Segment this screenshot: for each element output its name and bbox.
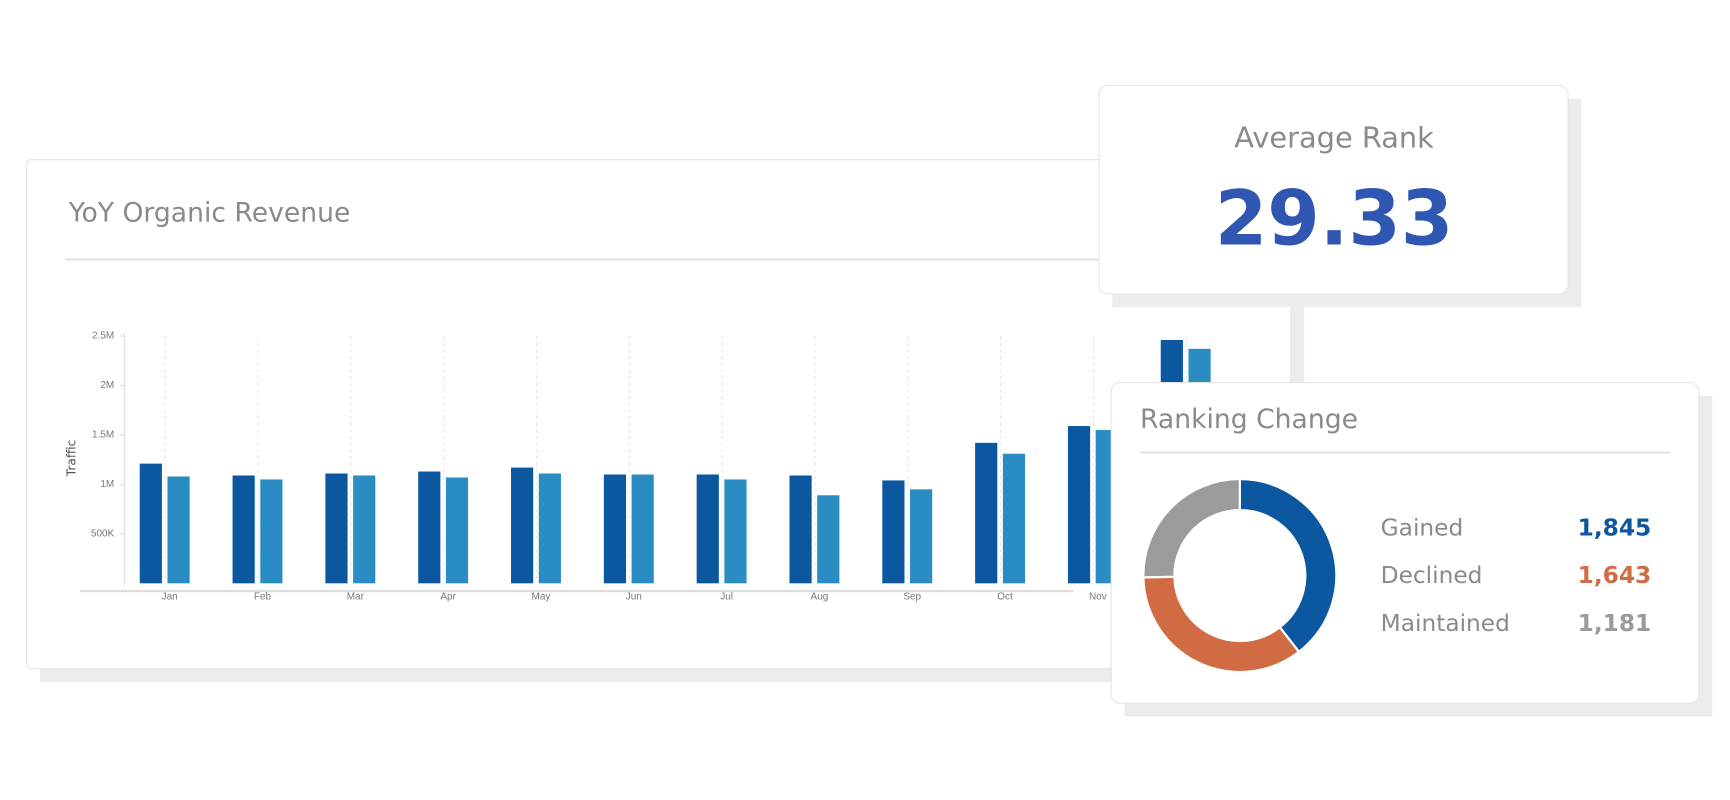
bar xyxy=(724,479,747,584)
bar xyxy=(167,476,190,584)
bar xyxy=(139,463,162,584)
bar xyxy=(975,442,998,584)
x-tick-label: Nov xyxy=(1089,591,1107,602)
bar xyxy=(1002,453,1026,584)
x-tick-label: Jun xyxy=(626,591,642,602)
bar xyxy=(445,477,469,584)
x-tick-label: Feb xyxy=(254,591,272,602)
y-tick-label: 2.5M xyxy=(92,331,114,342)
bar xyxy=(817,495,840,584)
card xyxy=(1098,84,1569,295)
ranking-card: Ranking Change Gained 1,845 Declined 1,643 M… xyxy=(1110,382,1713,717)
x-tick-label: Mar xyxy=(347,591,365,602)
y-tick-label: 1M xyxy=(100,479,114,490)
bar xyxy=(260,479,283,584)
donut: Gained 1,845 Declined 1,643 Maintained 1,181 xyxy=(1142,477,1652,674)
bar xyxy=(631,474,654,584)
kpi-value: 29.33 xyxy=(1215,175,1453,263)
legend-label: Declined xyxy=(1381,562,1483,589)
bar xyxy=(603,474,627,584)
donut-segment xyxy=(1142,575,1301,674)
revenue-card: YoY Organic Revenue Traffic 500K 1M 1.5M 2M… xyxy=(26,159,1305,683)
bar xyxy=(418,471,441,584)
y-tick-label: 1.5M xyxy=(92,430,114,441)
card xyxy=(1110,382,1700,704)
y-axis-title: Traffic xyxy=(65,440,79,478)
legend-label: Maintained xyxy=(1381,610,1510,637)
bar xyxy=(882,480,905,584)
legend-label: Gained xyxy=(1381,514,1464,541)
bar xyxy=(789,475,812,584)
bar xyxy=(910,489,933,584)
bar xyxy=(511,467,534,584)
bar xyxy=(538,473,561,584)
x-tick-label: Apr xyxy=(440,591,456,602)
bar xyxy=(353,475,376,584)
bar xyxy=(232,475,255,584)
x-tick-label: Aug xyxy=(811,591,829,602)
card-title: Ranking Change xyxy=(1140,404,1358,435)
donut-segment xyxy=(1142,477,1241,579)
legend-value: 1,845 xyxy=(1578,514,1652,541)
card-title: YoY Organic Revenue xyxy=(68,198,351,229)
kpi-title: Average Rank xyxy=(1234,121,1434,155)
donut-segment xyxy=(1238,477,1338,654)
legend-value: 1,643 xyxy=(1578,562,1652,589)
legend-value: 1,181 xyxy=(1578,610,1652,637)
x-tick-label: Jan xyxy=(162,591,178,602)
x-tick-label: Oct xyxy=(997,591,1013,602)
x-tick-label: May xyxy=(532,591,551,602)
kpi-card: Average Rank 29.33 xyxy=(1098,84,1582,308)
y-tick-label: 500K xyxy=(91,528,115,539)
bar xyxy=(325,473,348,584)
x-tick-label: Jul xyxy=(720,591,733,602)
bar xyxy=(696,474,719,584)
x-tick-label: Sep xyxy=(903,591,921,602)
bar xyxy=(1067,426,1091,584)
y-tick-label: 2M xyxy=(100,380,114,391)
